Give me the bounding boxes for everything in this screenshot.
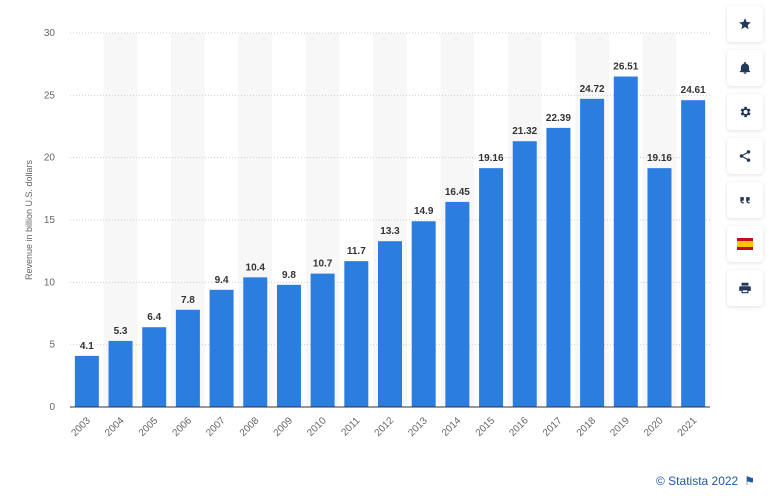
y-tick-label: 5 [49, 340, 55, 351]
bar [378, 241, 402, 407]
bar [243, 277, 268, 407]
statista-credit[interactable]: © Statista 2022 [656, 474, 739, 488]
bar-value-label: 11.7 [347, 246, 366, 257]
y-tick-label: 20 [44, 153, 56, 164]
bar [479, 168, 504, 407]
x-tick-label: 2004 [103, 415, 127, 439]
x-tick-label: 2007 [204, 415, 228, 439]
y-tick-label: 15 [44, 215, 56, 226]
notification-button[interactable] [727, 50, 763, 86]
bar [580, 98, 605, 407]
share-button[interactable] [727, 138, 763, 174]
x-tick-label: 2012 [373, 415, 397, 439]
bar [344, 261, 369, 407]
print-icon [739, 282, 751, 294]
bar-value-label: 16.45 [445, 187, 470, 198]
gear-icon [740, 106, 751, 118]
x-tick-label: 2018 [575, 415, 599, 439]
bar-value-label: 19.16 [479, 153, 504, 164]
bar-value-label: 4.1 [80, 341, 94, 352]
bar [411, 221, 436, 407]
bar-value-label: 5.3 [114, 326, 128, 337]
sidebar-toolbar [727, 6, 763, 314]
star-icon [739, 18, 751, 30]
bar-value-label: 22.39 [546, 113, 571, 124]
x-tick-label: 2014 [440, 415, 464, 439]
footer: © Statista 2022 ⚑ [656, 474, 755, 488]
cite-button[interactable] [727, 182, 763, 218]
y-tick-label: 30 [44, 28, 56, 39]
x-tick-label: 2016 [507, 415, 531, 439]
x-tick-label: 2021 [676, 415, 700, 439]
bar-value-label: 14.9 [414, 206, 434, 217]
bar-value-label: 9.4 [215, 275, 229, 286]
bar [613, 76, 638, 407]
x-tick-label: 2020 [642, 415, 666, 439]
bar [142, 327, 167, 407]
bar [209, 289, 234, 407]
x-tick-label: 2005 [137, 415, 161, 439]
x-tick-label: 2003 [69, 415, 93, 439]
bar-value-label: 24.61 [681, 85, 706, 96]
bar [74, 355, 99, 407]
quote-icon [740, 197, 750, 204]
bar [546, 127, 571, 407]
x-tick-label: 2011 [339, 415, 362, 438]
x-tick-label: 2017 [541, 415, 565, 439]
y-axis-title: Revenue in billion U.S. dollars [24, 159, 34, 281]
bar-value-label: 26.51 [613, 62, 638, 73]
bar-value-label: 7.8 [181, 295, 195, 306]
bar-value-label: 10.7 [313, 259, 333, 270]
bar [310, 273, 335, 407]
y-tick-label: 25 [44, 90, 56, 101]
bar-value-label: 6.4 [147, 312, 161, 323]
bar-chart: 0 5 10 15 20 25 30 4.1 2003 5.3 2004 6.4 2005 7.8 2006… [44, 28, 710, 439]
bar-value-label: 24.72 [580, 84, 605, 95]
share-icon [739, 150, 751, 162]
x-tick-label: 2013 [406, 415, 430, 439]
print-button[interactable] [727, 270, 763, 306]
bar [647, 168, 672, 407]
x-tick-label: 2010 [305, 415, 329, 439]
bar-value-label: 13.3 [380, 226, 400, 237]
bell-icon [739, 61, 751, 74]
bar [512, 141, 537, 407]
bar [445, 201, 470, 407]
y-tick-label: 10 [44, 277, 56, 288]
bar [681, 100, 706, 407]
flag-spain-icon [737, 238, 753, 250]
x-tick-label: 2015 [474, 415, 498, 439]
favorite-button[interactable] [727, 6, 763, 42]
x-tick-label: 2008 [238, 415, 262, 439]
bar-value-label: 10.4 [246, 262, 266, 273]
bar [175, 309, 200, 407]
language-button[interactable] [727, 226, 763, 262]
report-flag-icon[interactable]: ⚑ [744, 474, 755, 488]
bar-value-label: 21.32 [512, 126, 537, 137]
settings-button[interactable] [727, 94, 763, 130]
bar-value-label: 9.8 [282, 270, 296, 281]
y-tick-label: 0 [49, 402, 55, 413]
bar [108, 340, 133, 407]
bar-value-label: 19.16 [647, 153, 672, 164]
x-tick-label: 2006 [171, 415, 195, 439]
bar [276, 284, 301, 407]
x-tick-label: 2009 [272, 415, 296, 439]
x-tick-label: 2019 [608, 415, 632, 439]
